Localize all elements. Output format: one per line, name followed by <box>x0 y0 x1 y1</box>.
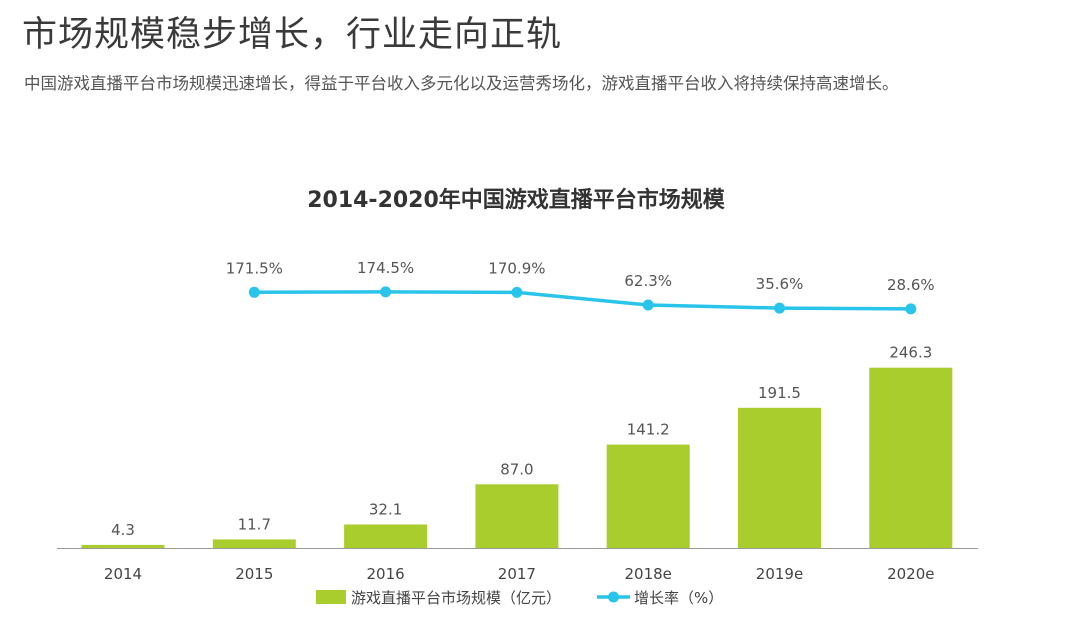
bar-2014 <box>81 544 165 548</box>
growth-rate-point <box>380 286 392 298</box>
page-headline: 市场规模稳步增长，行业走向正轨 <box>22 15 563 55</box>
x-tick-label: 2020e <box>887 565 934 583</box>
bar-value-label: 4.3 <box>111 521 135 539</box>
x-tick-label: 2016 <box>367 565 405 583</box>
x-tick-label: 2019e <box>756 565 803 583</box>
bar-value-label: 246.3 <box>889 344 932 362</box>
x-tick-label: 2018e <box>624 565 671 583</box>
growth-rate-label: 35.6% <box>756 275 804 293</box>
x-tick-label: 2015 <box>235 565 273 583</box>
growth-rate-point <box>248 286 260 298</box>
growth-rate-point <box>642 299 654 311</box>
growth-rate-label: 174.5% <box>357 259 414 277</box>
legend-bar-swatch <box>316 590 346 604</box>
bar-2017 <box>475 484 559 548</box>
growth-rate-point <box>905 303 917 315</box>
bar-2018e <box>606 444 690 548</box>
x-tick-label: 2014 <box>104 565 142 583</box>
chart-title: 2014-2020年中国游戏直播平台市场规模 <box>307 188 725 213</box>
growth-rate-label: 62.3% <box>624 272 672 290</box>
growth-rate-line <box>254 290 911 311</box>
bar-value-label: 32.1 <box>369 501 402 519</box>
bar-value-label: 191.5 <box>758 384 801 402</box>
bar-value-label: 87.0 <box>500 460 533 478</box>
growth-rate-label: 170.9% <box>488 259 545 277</box>
growth-rate-label: 28.6% <box>887 276 935 294</box>
bar-2020e <box>869 367 953 548</box>
legend-line-marker <box>608 591 619 603</box>
page-subline: 中国游戏直播平台市场规模迅速增长，得益于平台收入多元化以及运营秀场化，游戏直播平… <box>24 74 899 93</box>
legend-bar-label: 游戏直播平台市场规模（亿元） <box>351 589 561 607</box>
legend-line-label: 增长率（%） <box>634 589 723 607</box>
bar-2016 <box>344 524 428 548</box>
bar-value-label: 11.7 <box>238 515 271 533</box>
growth-rate-point <box>774 302 785 314</box>
x-tick-label: 2017 <box>498 565 536 583</box>
growth-rate-point <box>511 286 523 298</box>
bar-2019e <box>738 407 821 548</box>
bar-2015 <box>212 539 296 548</box>
growth-rate-label: 171.5% <box>226 259 283 277</box>
bar-value-label: 141.2 <box>627 421 670 439</box>
